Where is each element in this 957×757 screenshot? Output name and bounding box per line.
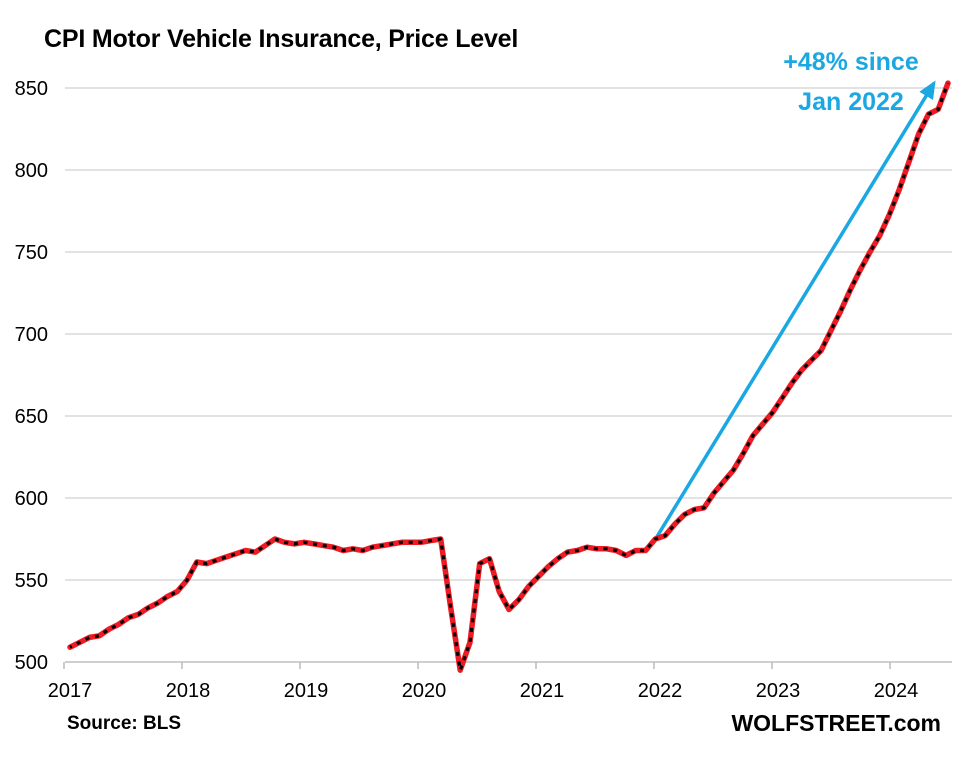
- x-tick-label: 2019: [284, 680, 329, 702]
- chart-title: CPI Motor Vehicle Insurance, Price Level: [44, 25, 519, 53]
- x-tick-label: 2023: [756, 680, 801, 702]
- trend-arrow: [654, 80, 936, 539]
- y-tick-label: 600: [15, 488, 48, 510]
- x-tick-label: 2021: [520, 680, 565, 702]
- x-tick-label: 2018: [166, 680, 211, 702]
- y-tick-label: 500: [15, 652, 48, 674]
- trend-annotation: +48% since Jan 2022: [762, 42, 940, 122]
- cpi-line: [67, 80, 951, 673]
- brand-label: WOLFSTREET.com: [731, 710, 941, 736]
- x-tick-label: 2017: [48, 680, 93, 702]
- y-tick-label: 650: [15, 406, 48, 428]
- source-label: Source: BLS: [67, 713, 182, 734]
- x-tick-label: 2020: [402, 680, 447, 702]
- x-tick-label: 2024: [874, 680, 919, 702]
- cpi-line-markers: [69, 82, 950, 672]
- trend-annotation-line-2: Jan 2022: [798, 88, 904, 116]
- trend-annotation-line-1: +48% since: [783, 48, 919, 76]
- y-tick-label: 800: [15, 160, 48, 182]
- y-tick-label: 700: [15, 324, 48, 346]
- y-tick-label: 550: [15, 570, 48, 592]
- x-tick-label: 2022: [638, 680, 683, 702]
- y-tick-label: 850: [15, 78, 48, 100]
- y-tick-label: 750: [15, 242, 48, 264]
